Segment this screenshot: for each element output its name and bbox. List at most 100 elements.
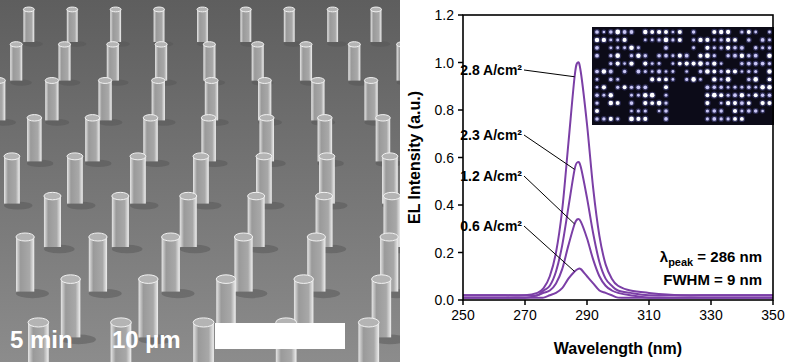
- pillar-top: [216, 275, 235, 284]
- inset-dot: [740, 117, 744, 121]
- inset-dot: [658, 62, 661, 65]
- inset-glow: [725, 76, 732, 83]
- pillar-shadow: [371, 41, 391, 46]
- inset-dot: [740, 110, 743, 113]
- inset-dot: [705, 69, 710, 74]
- pillar: [234, 237, 252, 292]
- pillar-top: [380, 233, 398, 241]
- series-label: 2.3 A/cm²: [460, 127, 522, 143]
- pillar-top: [143, 115, 158, 121]
- inset-dot: [740, 54, 744, 58]
- inset-dot: [616, 46, 619, 49]
- pillar: [364, 81, 377, 121]
- inset-dot: [636, 53, 641, 58]
- inset-dot: [754, 62, 758, 66]
- pillar-top: [327, 7, 338, 12]
- inset-glow: [643, 108, 649, 114]
- inset-glow: [739, 100, 745, 106]
- inset-glow: [719, 101, 724, 106]
- pillar-top: [364, 78, 377, 84]
- inset-glow: [607, 92, 614, 99]
- inset-dot: [754, 86, 757, 89]
- inset-glow: [752, 92, 759, 99]
- inset-glow: [622, 45, 627, 50]
- inset-dot: [657, 101, 662, 106]
- inset-glow: [698, 77, 703, 82]
- inset-glow: [621, 37, 628, 44]
- inset-glow: [684, 77, 690, 83]
- inset-dot: [733, 93, 737, 97]
- inset-glow: [628, 60, 635, 67]
- inset-glow: [629, 84, 635, 90]
- pillar-top: [258, 78, 271, 84]
- inset-dot: [623, 70, 626, 73]
- pillar: [112, 196, 129, 247]
- inset-glow: [615, 116, 620, 121]
- inset-dot: [664, 117, 668, 121]
- inset-glow: [725, 116, 731, 122]
- x-tick-label: 310: [637, 307, 661, 323]
- inset-dot: [719, 109, 722, 112]
- pillar: [180, 196, 197, 247]
- inset-dot: [713, 54, 716, 57]
- inset-glow: [650, 61, 655, 66]
- inset-dot: [692, 30, 695, 33]
- inset-dot: [672, 78, 675, 81]
- inset-dot: [623, 85, 627, 89]
- pillar-top: [155, 42, 167, 47]
- pillar: [162, 237, 180, 292]
- inset-glow: [642, 60, 649, 67]
- inset-glow: [621, 84, 627, 90]
- inset-glow: [753, 69, 759, 75]
- pillar: [98, 81, 111, 121]
- inset-dot: [760, 101, 764, 105]
- scale-bar: [215, 323, 345, 349]
- inset-dot: [629, 45, 634, 50]
- pillar-top: [67, 7, 78, 12]
- inset-dot: [609, 93, 613, 97]
- inset-glow: [656, 53, 662, 59]
- inset-dot: [615, 30, 620, 35]
- inset-dot: [712, 85, 716, 89]
- y-tick-label: 0.0: [435, 292, 455, 308]
- inset-dot: [699, 78, 702, 81]
- inset-glow: [663, 116, 669, 122]
- leader-line: [524, 176, 575, 224]
- inset-glow: [711, 116, 717, 122]
- pillar-top: [234, 233, 252, 241]
- inset-glow: [615, 100, 621, 106]
- pillar: [371, 9, 382, 42]
- inset-glow: [622, 29, 628, 35]
- inset-glow: [712, 53, 718, 59]
- inset-glow: [628, 115, 635, 122]
- inset-glow: [690, 76, 697, 83]
- inset-dot: [754, 54, 758, 58]
- inset-glow: [677, 29, 684, 36]
- inset-glow: [712, 45, 718, 51]
- pillar-top: [180, 192, 197, 199]
- pillar-top: [23, 7, 34, 12]
- annotation-after: = 286 nm: [693, 248, 762, 265]
- inset-glow: [649, 100, 655, 106]
- pillar-top: [307, 233, 325, 241]
- inset-glow: [649, 29, 655, 35]
- y-tick-label: 0.4: [435, 197, 455, 213]
- inset-glow: [766, 100, 773, 107]
- inset-dot: [719, 93, 723, 97]
- inset-dot: [643, 101, 647, 105]
- inset-dot: [609, 70, 613, 74]
- inset-dot: [664, 109, 668, 113]
- inset-glow: [649, 92, 656, 99]
- inset-glow: [732, 68, 739, 75]
- inset-dot: [747, 101, 751, 105]
- inset-glow: [608, 76, 614, 82]
- pillar-top: [311, 78, 324, 84]
- series-label: 0.6 A/cm²: [460, 218, 522, 234]
- inset-glow: [615, 45, 620, 50]
- inset-dot: [637, 70, 641, 74]
- inset-dot: [678, 38, 682, 42]
- inset-dot: [630, 110, 633, 113]
- inset-glow: [670, 37, 675, 42]
- inset-dot: [740, 93, 744, 97]
- inset-dot: [726, 77, 731, 82]
